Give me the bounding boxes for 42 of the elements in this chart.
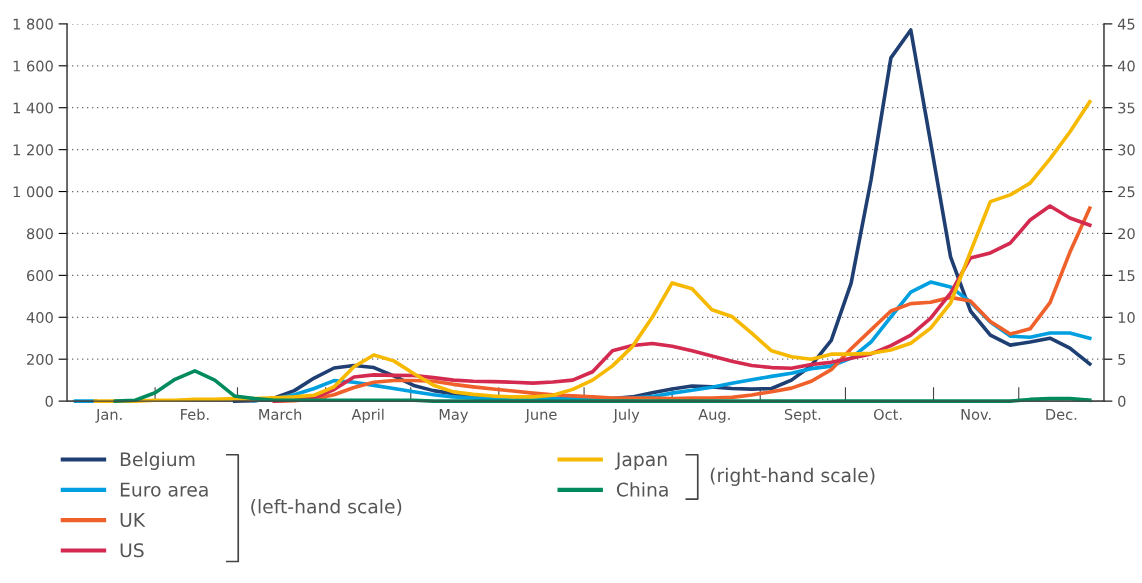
x-tick-label: May [439,409,469,423]
y2-tick-label: 30 [1118,144,1135,156]
x-tick-label: April [351,408,384,423]
y2-tick-label: 10 [1118,312,1135,324]
y-tick-label: 0 [45,395,53,407]
x-tick-label: Dec. [1046,409,1077,420]
y-tick-label: 400 [26,312,53,324]
y-tick-label: 1 800 [13,18,53,30]
text: (left-hand scale) [251,499,402,516]
legend-label: UK [120,513,146,528]
legend-label: Japan [614,452,667,470]
y2-tick-label: 15 [1118,270,1135,282]
legend-label: China [616,482,668,497]
line-series [113,369,1092,403]
y-tick-label: 1 200 [13,144,53,156]
y2-tick-label: 25 [1118,186,1135,198]
x-tick-label: Oct. [873,408,902,420]
y-tick-label: 1 400 [13,102,53,114]
y2-tick-label: 45 [1117,18,1135,30]
y-tick-label: 1 600 [13,60,53,72]
x-tick-label: Nov. [961,409,991,420]
x-tick-label: March [259,408,302,420]
y-tick-label: 800 [26,228,53,240]
legend-label: US [120,543,144,558]
y2-tick-label: 20 [1118,228,1135,240]
legend-label: Euro area [120,482,208,497]
y2-tick-label: 0 [1118,395,1126,407]
x-tick-label: July [612,408,640,423]
y-tick-label: 600 [27,270,53,282]
y2-tick-label: 35 [1118,102,1135,114]
y-tick-label: 200 [27,353,53,365]
x-tick-label: Jan. [95,409,122,423]
y2-tick-label: 5 [1118,354,1126,365]
legend-label: Belgium [120,451,195,470]
x-tick-label: June [524,409,557,423]
x-tick-label: Aug. [698,409,730,423]
y2-tick-label: 40 [1117,60,1135,72]
x-tick-label: Sept. [784,408,821,423]
text: (right-hand scale) [710,467,875,486]
x-tick-label: Feb. [181,408,209,420]
line-series [93,100,1092,403]
y-tick-label: 1 000 [13,186,53,198]
